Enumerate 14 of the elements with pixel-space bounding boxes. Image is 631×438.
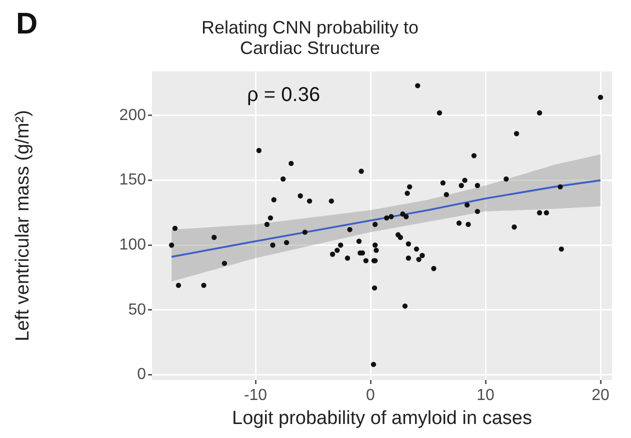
x-tick-label: 10 [476,387,494,404]
y-tick-label: 200 [119,106,146,124]
y-tick-label: 50 [128,301,146,318]
text: D [16,7,38,40]
annotation: ρ = 0.36 [247,84,320,106]
y-tick-label: 0 [137,366,146,384]
x-tick-label: 20 [592,387,610,404]
y-tick-label: 100 [119,236,146,254]
chart-title: Relating CNN probability to Cardiac Structure [201,17,419,58]
y-axis-title: Left ventricular mass (g/m²) [12,110,34,342]
x-axis-title: Logit probability of amyloid in cases [232,408,532,429]
x-tick-label: -10 [244,387,268,404]
x-tick-label: 0 [366,387,376,404]
y-tick-label: 150 [119,172,146,189]
